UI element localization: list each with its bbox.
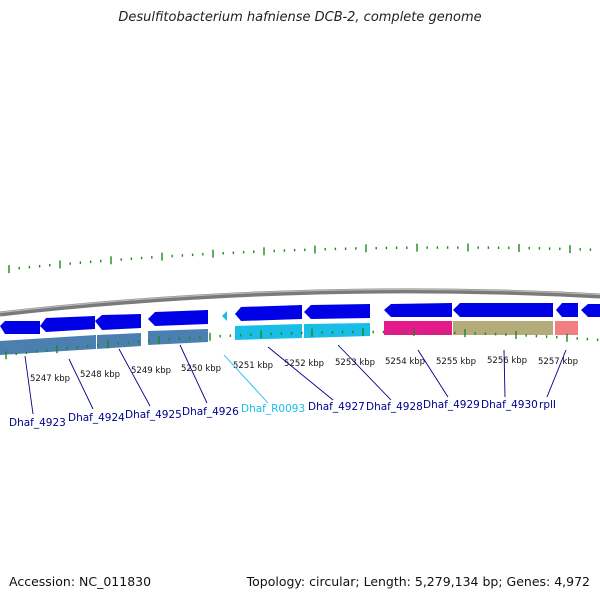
leader-line-dhaf-4928 — [337, 344, 392, 401]
kbp-label: 5254 kbp — [385, 357, 425, 367]
genome-title: Desulfitobacterium hafniense DCB-2, comp… — [118, 10, 482, 25]
leader-line-dhaf-4926 — [179, 344, 208, 404]
feature-track — [0, 321, 578, 355]
gene-label-dhaf-4927[interactable]: Dhaf_4927 — [308, 401, 365, 413]
inner-tick-row — [5, 328, 599, 360]
feature-bar-5 — [304, 323, 370, 338]
feature-bar-3 — [148, 329, 208, 345]
kbp-scale: 5247 kbp 5248 kbp 5249 kbp 5250 kbp 5251… — [30, 356, 578, 384]
gene-label-dhaf-4925[interactable]: Dhaf_4925 — [125, 409, 182, 421]
gene-label-dhaf-4926[interactable]: Dhaf_4926 — [182, 406, 239, 418]
leader-line-dhaf-4923 — [24, 355, 34, 415]
kbp-label: 5251 kbp — [233, 361, 273, 371]
gene-arrow-dhaf-4925[interactable] — [95, 314, 141, 330]
gene-arrow-dhaf-4928[interactable] — [304, 304, 370, 319]
leader-line-rpli — [546, 349, 567, 398]
kbp-label: 5252 kbp — [284, 359, 324, 369]
leader-line-dhaf-4929 — [417, 349, 449, 398]
gene-arrow-dhaf-4924[interactable] — [40, 316, 95, 332]
kbp-label: 5249 kbp — [131, 366, 171, 376]
gene-label-dhaf-r0093[interactable]: Dhaf_R0093 — [241, 403, 305, 415]
leader-line-dhaf-r0093 — [223, 354, 269, 404]
gene-label-dhaf-4923[interactable]: Dhaf_4923 — [9, 417, 66, 429]
topology-text: Topology: circular; Length: 5,279,134 bp… — [246, 574, 590, 589]
kbp-label: 5255 kbp — [436, 357, 476, 367]
gene-leader-lines — [24, 344, 567, 415]
kbp-label: 5248 kbp — [80, 370, 120, 380]
gene-arrow-dhaf-4929[interactable] — [384, 303, 452, 317]
kbp-label: 5247 kbp — [30, 374, 70, 384]
leader-line-dhaf-4925 — [118, 348, 151, 407]
leader-line-dhaf-4927 — [267, 346, 334, 401]
kbp-label: 5250 kbp — [181, 364, 221, 374]
gene-label-rpli[interactable]: rplI — [539, 399, 556, 411]
gene-arrow-dhaf-4930[interactable] — [453, 303, 553, 317]
gene-arrow-dhaf-4927[interactable] — [235, 305, 302, 321]
gene-arrow-next[interactable] — [581, 304, 600, 317]
gene-arrow-dhaf-r0093[interactable] — [222, 311, 227, 321]
kbp-label: 5257 kbp — [538, 357, 578, 367]
gene-label-dhaf-4928[interactable]: Dhaf_4928 — [366, 401, 423, 413]
kbp-label: 5256 kbp — [487, 356, 527, 366]
gene-arrow-rpli[interactable] — [556, 303, 578, 317]
gene-label-dhaf-4929[interactable]: Dhaf_4929 — [423, 399, 480, 411]
feature-bar-other — [453, 321, 553, 335]
gene-arrow-dhaf-4926[interactable] — [148, 310, 208, 326]
feature-bar-4 — [235, 324, 302, 340]
gene-arrow-dhaf-4923[interactable] — [0, 321, 40, 334]
feature-bar-1 — [0, 335, 96, 355]
forward-gene-track — [0, 303, 600, 334]
leader-line-dhaf-4924 — [68, 358, 94, 410]
accession-text: Accession: NC_011830 — [9, 574, 152, 589]
genome-backbone — [0, 288, 600, 317]
gene-labels: Dhaf_4923 Dhaf_4924 Dhaf_4925 Dhaf_4926 … — [9, 399, 556, 429]
outer-tick-row — [8, 243, 592, 274]
leader-line-dhaf-4930 — [503, 349, 506, 398]
feature-bar-2 — [97, 333, 141, 349]
genome-backbone-highlight — [0, 288, 600, 314]
feature-bar-rrna — [555, 321, 578, 335]
gene-label-dhaf-4924[interactable]: Dhaf_4924 — [68, 412, 125, 424]
gene-label-dhaf-4930[interactable]: Dhaf_4930 — [481, 399, 538, 411]
